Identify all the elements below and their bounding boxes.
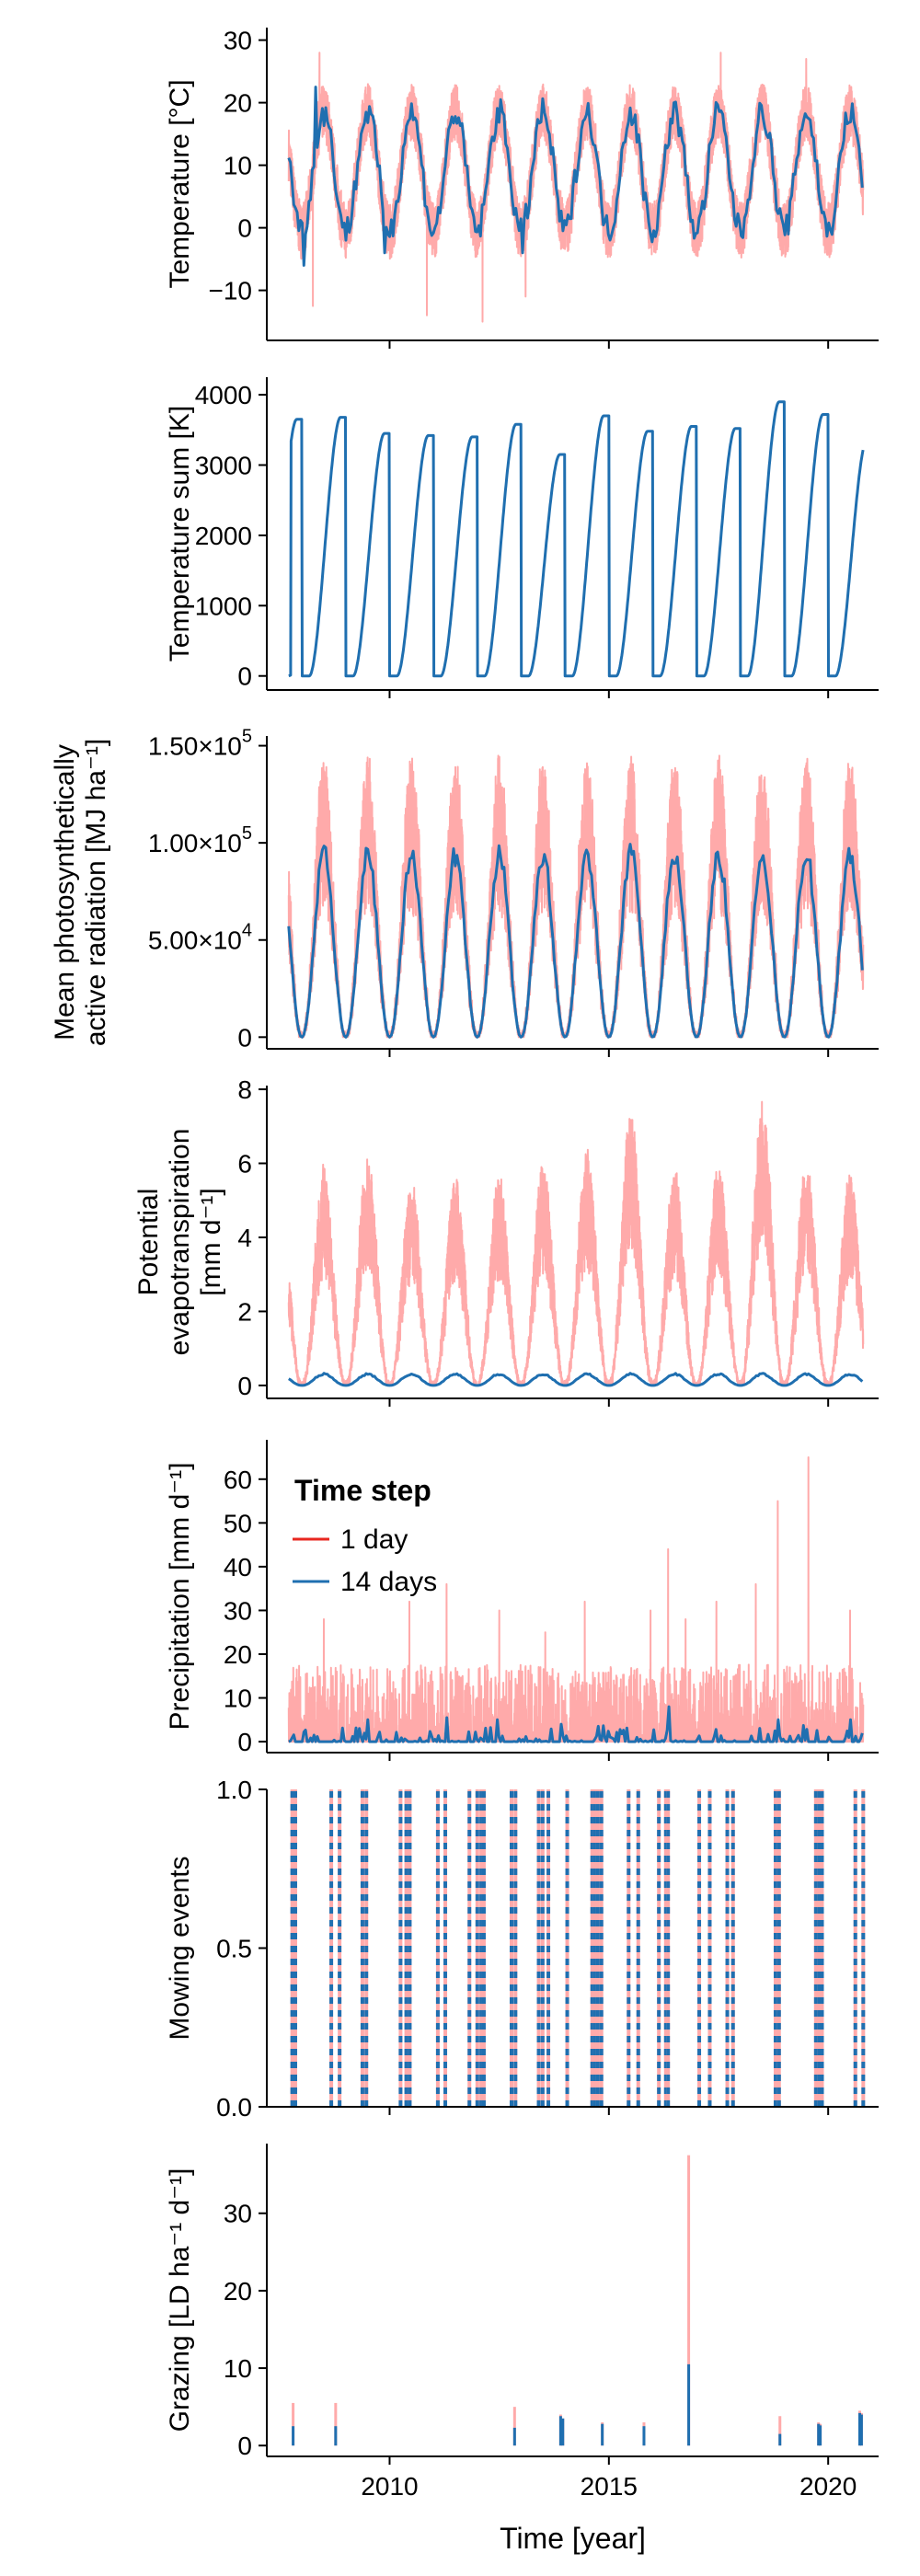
tick-mantissa: 1.00×10 — [148, 829, 242, 857]
plot-area — [290, 1789, 866, 2107]
legend-label: 1 day — [340, 1524, 408, 1555]
x-tick-label: 2010 — [361, 2472, 418, 2501]
y-axis-label-line: active radiation [MJ ha⁻¹] — [81, 739, 111, 1046]
panel-grazing: 0 10 20 30 2010 2015 2020 Grazing [LD ha⁻¹ d⁻¹]… — [165, 2144, 879, 2555]
panel-mowing: 0.0 0.5 1.0 Mowing events — [165, 1776, 879, 2122]
plot-area — [287, 52, 865, 323]
tick-exponent: 5 — [242, 823, 252, 844]
y-axis-label: Mowing events — [165, 1856, 195, 2040]
y-axis-label: Potentialevapotranspiration[mm d⁻¹] — [133, 1129, 226, 1356]
panel-precipitation: 0 10 20 30 40 50 60 Precipitation [mm d⁻¹] Time … — [165, 1440, 879, 1761]
y-axis-label-line: Mowing events — [165, 1856, 195, 2040]
plot-area — [287, 400, 865, 678]
tick-mantissa: 1.50×10 — [148, 732, 242, 761]
y-tick-label: 1000 — [195, 592, 252, 620]
y-axis-label-line: Temperature [°C] — [165, 79, 195, 288]
legend-title: Time step — [294, 1474, 431, 1507]
y-axis-label-line: Precipitation [mm d⁻¹] — [165, 1463, 195, 1731]
y-axis-label: Precipitation [mm d⁻¹] — [165, 1463, 195, 1731]
tick-mantissa: 0 — [237, 1023, 252, 1052]
y-tick-label: 1.0 — [216, 1776, 252, 1804]
tick-exponent: 5 — [242, 727, 252, 747]
y-tick-label: 0 — [237, 662, 252, 691]
y-tick-label: 3000 — [195, 452, 252, 480]
y-tick-label: 10 — [224, 1685, 252, 1713]
legend: Time step 1 day 14 days — [293, 1474, 437, 1597]
y-tick-label: 10 — [224, 152, 252, 180]
plot-area — [287, 1456, 865, 1743]
y-axis-label: Grazing [LD ha⁻¹ d⁻¹] — [165, 2168, 195, 2432]
series-1-day — [287, 52, 865, 323]
y-tick-label: 20 — [224, 1640, 252, 1669]
series-1-day — [287, 1100, 865, 1386]
y-tick-label: 60 — [224, 1466, 252, 1494]
y-axis-label-line: evapotranspiration — [165, 1129, 195, 1356]
y-tick-label: 8 — [237, 1075, 252, 1104]
legend-label: 14 days — [340, 1567, 437, 1597]
y-tick-label: −10 — [209, 277, 253, 305]
series-14-days — [287, 86, 864, 267]
y-tick-label: 2000 — [195, 522, 252, 550]
plot-area — [292, 2155, 863, 2446]
panel-temperature: −10 0 10 20 30 Temperature [°C] — [165, 27, 879, 349]
y-tick-label: 4 — [237, 1224, 252, 1252]
series-14-days — [288, 1705, 864, 1743]
tick-mantissa: 5.00×10 — [148, 926, 242, 955]
y-tick-label: 4000 — [195, 381, 252, 409]
y-axis-label-line: Grazing [LD ha⁻¹ d⁻¹] — [165, 2168, 195, 2432]
y-tick-label: 20 — [224, 89, 252, 118]
y-tick-label: 20 — [224, 2277, 252, 2306]
y-tick-label: 0 — [237, 1728, 252, 1756]
y-tick-label: 2 — [237, 1297, 252, 1326]
y-tick-label: 6 — [237, 1149, 252, 1178]
y-axis-label: Temperature sum [K] — [165, 406, 195, 661]
y-axis-label-line: Potential — [133, 1189, 164, 1296]
plot-area — [287, 1100, 865, 1387]
y-tick-label: 0 — [237, 2432, 252, 2460]
x-tick-label: 2020 — [799, 2472, 857, 2501]
plot-area — [287, 754, 865, 1039]
tick-exponent: 4 — [242, 921, 252, 941]
y-tick-label: 1.00×105 — [148, 823, 252, 857]
y-tick-label: 30 — [224, 27, 252, 55]
y-tick-label: 10 — [224, 2354, 252, 2383]
y-axis-label: Mean photosyntheticallyactive radiation … — [50, 739, 111, 1046]
x-tick-label: 2015 — [581, 2472, 638, 2501]
y-tick-label: 0 — [237, 1372, 252, 1400]
y-axis-label: Temperature [°C] — [165, 79, 195, 288]
y-axis-label-line: Mean photosynthetically — [50, 744, 80, 1041]
y-axis-label-line: Temperature sum [K] — [165, 406, 195, 661]
y-axis-label-line: [mm d⁻¹] — [196, 1188, 226, 1296]
series-14-days — [287, 400, 865, 678]
panel-pet: 0 2 4 6 8 Potentialevapotranspiration[mm d⁻¹] — [133, 1075, 879, 1407]
x-axis-label: Time [year] — [500, 2522, 646, 2555]
y-tick-label: 30 — [224, 1596, 252, 1625]
y-tick-label: 5.00×104 — [148, 921, 252, 955]
y-tick-label: 1.50×105 — [148, 727, 252, 761]
y-tick-label: 30 — [224, 2200, 252, 2228]
series-14-days — [288, 1372, 864, 1387]
y-tick-label: 50 — [224, 1509, 252, 1537]
series-14-days — [287, 843, 864, 1039]
y-tick-label: 0.5 — [216, 1935, 252, 1963]
y-tick-label: 0 — [237, 1023, 252, 1052]
y-tick-label: 0 — [237, 214, 252, 243]
y-tick-label: 40 — [224, 1553, 252, 1581]
y-tick-label: 0.0 — [216, 2093, 252, 2122]
